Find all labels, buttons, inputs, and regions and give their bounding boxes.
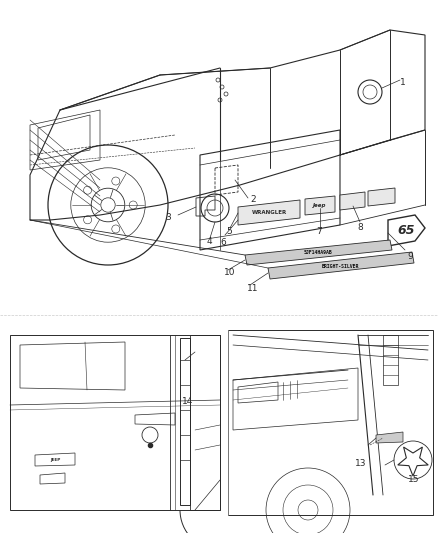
Text: Jeep: Jeep	[313, 204, 327, 208]
Text: 11: 11	[247, 284, 258, 293]
Text: 1: 1	[400, 78, 406, 87]
Text: 2: 2	[250, 195, 256, 204]
Polygon shape	[268, 252, 414, 279]
Text: 9: 9	[407, 252, 413, 261]
Polygon shape	[376, 432, 403, 443]
Text: 4: 4	[207, 237, 212, 246]
Text: 5JF14HA9AB: 5JF14HA9AB	[304, 249, 332, 254]
Text: 65: 65	[397, 224, 415, 238]
Text: 7: 7	[316, 227, 322, 236]
Text: 3: 3	[165, 213, 171, 222]
Polygon shape	[368, 188, 395, 206]
Text: JEEP: JEEP	[50, 458, 60, 462]
Text: BRIGHT-SILVER: BRIGHT-SILVER	[321, 263, 359, 269]
Text: 13: 13	[355, 459, 367, 468]
Polygon shape	[238, 200, 300, 225]
Text: 10: 10	[224, 268, 236, 277]
Text: 5: 5	[226, 227, 232, 236]
Polygon shape	[340, 192, 365, 210]
Text: 14: 14	[182, 397, 193, 406]
Polygon shape	[245, 240, 392, 265]
Text: 15: 15	[408, 475, 420, 484]
Text: 6: 6	[220, 238, 226, 247]
Text: 8: 8	[357, 223, 363, 232]
Polygon shape	[305, 196, 335, 215]
Text: WRANGLER: WRANGLER	[251, 211, 286, 215]
